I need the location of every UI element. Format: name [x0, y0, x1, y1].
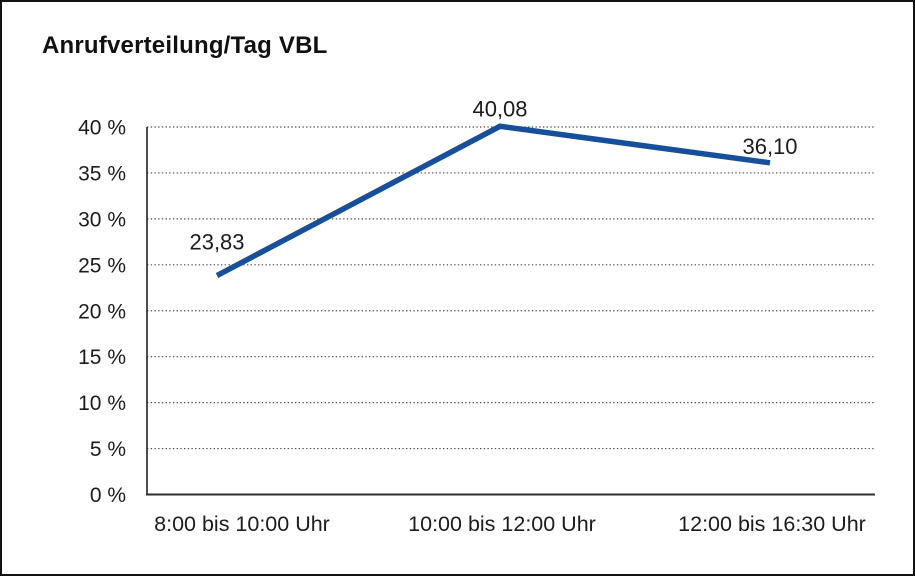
data-point-label: 40,08: [472, 96, 527, 121]
data-point-label: 36,10: [742, 134, 797, 159]
y-tick-label: 40 %: [78, 117, 126, 140]
chart-title: Anrufverteilung/Tag VBL: [42, 32, 328, 59]
y-tick-label: 0 %: [90, 484, 126, 507]
x-category-label: 8:00 bis 10:00 Uhr: [154, 512, 330, 536]
y-tick-label: 5 %: [90, 438, 126, 461]
x-category-label: 12:00 bis 16:30 Uhr: [678, 512, 866, 536]
y-tick-label: 10 %: [78, 392, 126, 415]
data-line: [215, 123, 771, 278]
y-tick-label: 15 %: [78, 346, 126, 369]
y-tick-label: 25 %: [78, 254, 126, 277]
data-point-label: 23,83: [189, 230, 244, 255]
x-category-label: 10:00 bis 12:00 Uhr: [408, 512, 596, 536]
y-tick-label: 30 %: [78, 208, 126, 231]
y-tick-label: 20 %: [78, 300, 126, 323]
y-tick-label: 35 %: [78, 162, 126, 185]
